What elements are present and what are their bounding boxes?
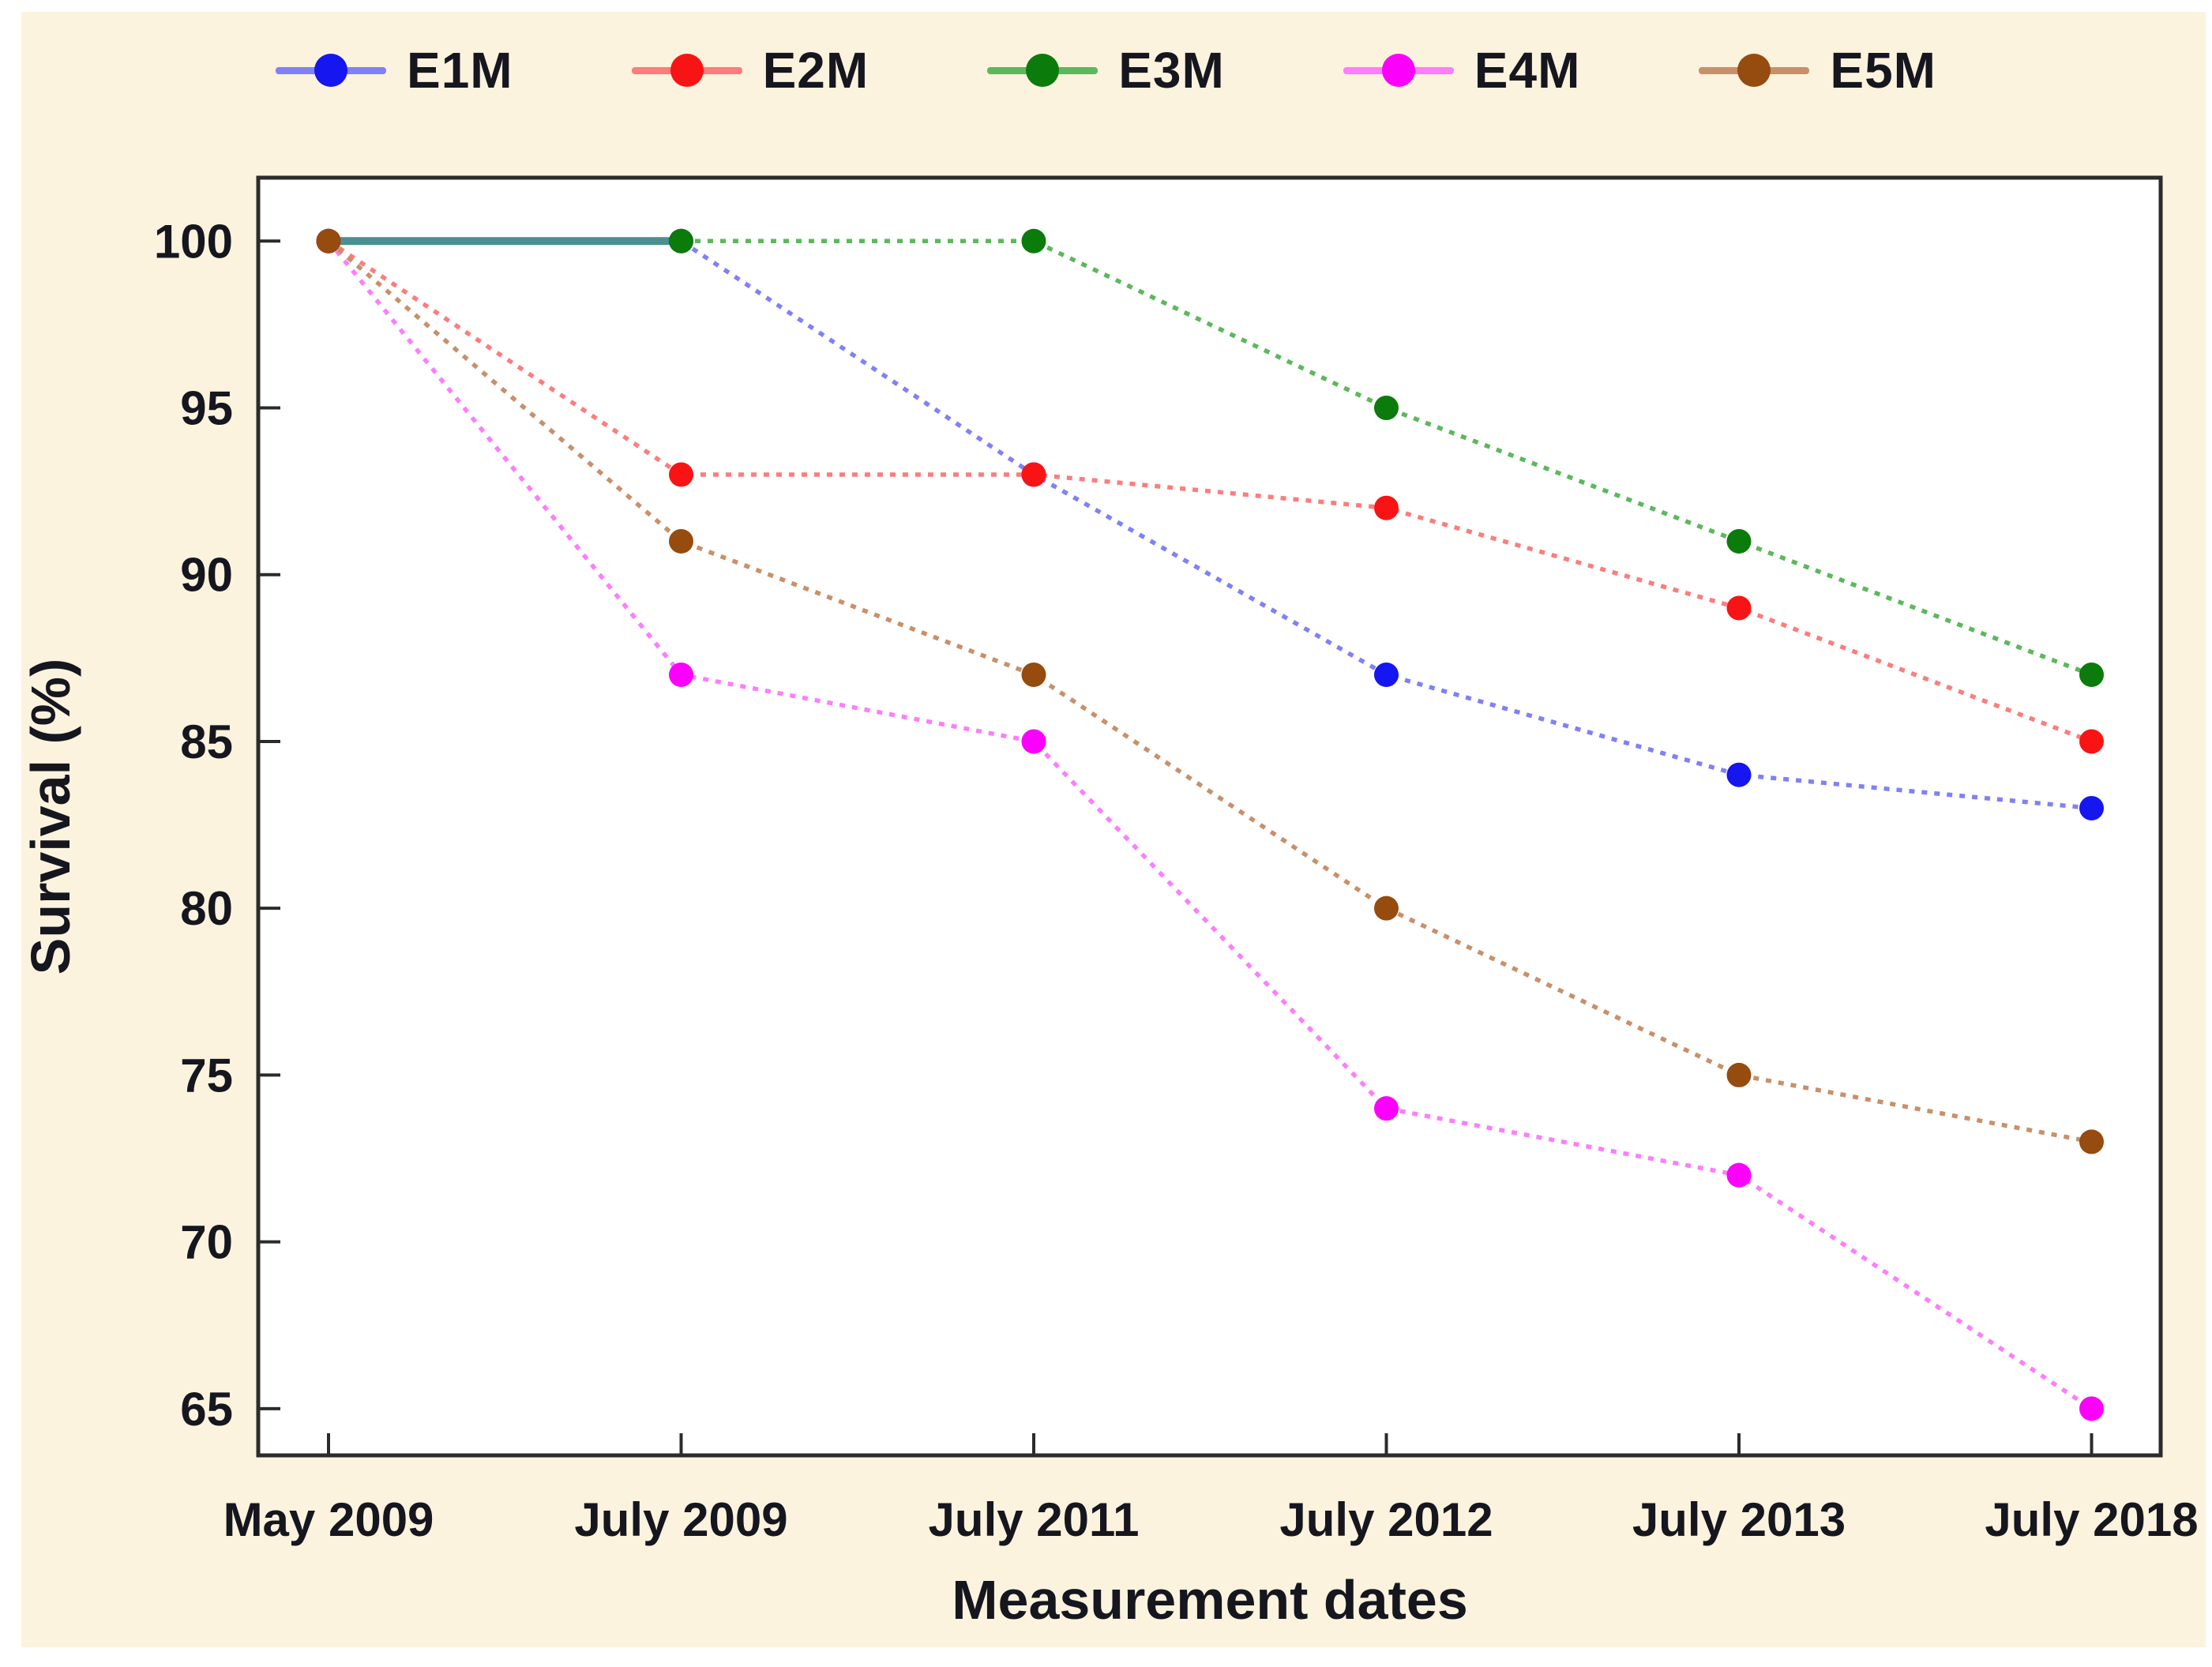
data-point-E4M-3 <box>1374 1096 1399 1121</box>
y-tick-label: 85 <box>180 715 233 768</box>
legend-item-E3M: E3M <box>987 41 1225 99</box>
y-tick-label: 80 <box>180 882 233 935</box>
legend-item-E2M: E2M <box>631 41 869 99</box>
data-point-E5M-2 <box>1021 662 1046 687</box>
y-tick-label: 70 <box>180 1216 233 1269</box>
data-point-E5M-5 <box>2079 1129 2104 1155</box>
data-point-E4M-4 <box>1726 1162 1752 1188</box>
legend-line-swatch <box>987 54 1098 87</box>
chart-generated: 100 95 90 85 80 75 70 65 May 2009 July 2009 July 2… <box>154 175 2199 1546</box>
legend: E1M E2M E3M E4M E5M <box>0 41 2212 99</box>
legend-item-E1M: E1M <box>276 41 513 99</box>
legend-item-E4M: E4M <box>1343 41 1581 99</box>
data-point-E2M-4 <box>1726 595 1752 621</box>
legend-label: E2M <box>762 42 869 99</box>
legend-marker-dot <box>1026 54 1060 87</box>
legend-line-swatch <box>276 54 387 87</box>
x-axis-title: Measurement dates <box>952 1569 1468 1631</box>
data-point-E3M-1 <box>669 228 693 253</box>
data-point-E4M-2 <box>1021 729 1046 754</box>
legend-marker-dot <box>1737 54 1771 87</box>
legend-marker-dot <box>1381 54 1415 87</box>
data-point-E1M-3 <box>1374 662 1399 687</box>
data-point-E1M-5 <box>2079 795 2104 820</box>
data-point-E5M-3 <box>1374 895 1399 921</box>
data-point-E2M-3 <box>1374 495 1399 520</box>
x-tick-label: July 2009 <box>574 1493 787 1546</box>
series-line-E2M <box>327 238 2093 744</box>
y-tick-label: 90 <box>180 549 233 602</box>
data-point-E4M-5 <box>2079 1396 2104 1421</box>
data-point-E5M-1 <box>669 528 693 554</box>
x-tick-label: July 2013 <box>1632 1493 1846 1546</box>
data-point-E3M-5 <box>2079 662 2104 687</box>
legend-label: E1M <box>407 42 513 99</box>
series-line-E5M <box>327 239 2093 1144</box>
legend-label: E4M <box>1474 42 1581 99</box>
x-tick-label: July 2012 <box>1279 1493 1493 1546</box>
y-tick-label: 65 <box>180 1383 233 1436</box>
data-point-E5M-0 <box>316 228 341 253</box>
legend-label: E3M <box>1118 42 1225 99</box>
data-point-E2M-1 <box>669 462 693 487</box>
legend-line-swatch <box>1699 54 1810 87</box>
legend-label: E5M <box>1830 42 1936 99</box>
data-point-E3M-4 <box>1726 528 1752 554</box>
y-axis-title: Survival (%) <box>20 659 81 975</box>
legend-marker-dot <box>670 54 704 87</box>
data-point-E3M-2 <box>1021 228 1046 253</box>
data-point-E4M-1 <box>669 662 693 687</box>
x-tick-label: July 2011 <box>929 1493 1140 1546</box>
y-tick-label: 75 <box>180 1049 233 1102</box>
legend-line-swatch <box>1343 54 1454 87</box>
data-point-E1M-4 <box>1726 762 1752 787</box>
data-point-E2M-2 <box>1021 462 1046 487</box>
y-tick-label: 100 <box>154 215 233 268</box>
y-tick-label: 95 <box>180 381 233 434</box>
legend-line-swatch <box>631 54 742 87</box>
data-point-E5M-4 <box>1726 1062 1752 1087</box>
x-tick-label: July 2018 <box>1985 1493 2198 1546</box>
data-point-E2M-5 <box>2079 729 2104 754</box>
legend-marker-dot <box>314 54 348 87</box>
legend-item-E5M: E5M <box>1699 41 1936 99</box>
data-point-E3M-3 <box>1374 395 1399 420</box>
x-tick-label: May 2009 <box>223 1493 434 1546</box>
